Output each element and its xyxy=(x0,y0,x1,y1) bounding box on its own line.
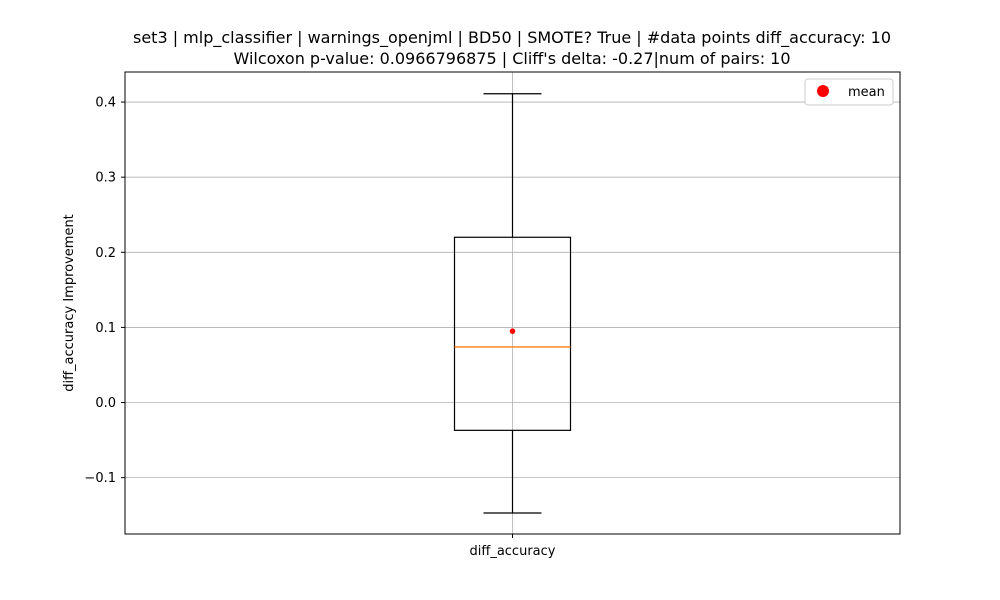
y-tick-label: 0.2 xyxy=(95,246,116,261)
x-tick-label: diff_accuracy xyxy=(470,544,556,559)
y-tick-label: 0.3 xyxy=(95,171,116,186)
chart-title-line-1: set3 | mlp_classifier | warnings_openjml… xyxy=(133,28,891,48)
legend-mean-marker xyxy=(817,85,829,97)
box-layer xyxy=(453,93,572,514)
y-axis-label: diff_accuracy Improvement xyxy=(62,214,77,392)
chart-title-line-2: Wilcoxon p-value: 0.0966796875 | Cliff's… xyxy=(233,49,790,68)
y-tick-label: 0.0 xyxy=(95,396,116,411)
legend: mean xyxy=(804,78,894,106)
interquartile-box xyxy=(453,236,572,431)
y-tick-label: 0.4 xyxy=(95,96,116,111)
legend-frame xyxy=(804,78,894,106)
plot-area-frame xyxy=(124,71,901,535)
y-tick-label: 0.1 xyxy=(95,321,116,336)
legend-entry-mean: mean xyxy=(848,85,885,100)
tick-layer: −0.1 0.0 0.1 0.2 0.3 0.4 diff_accuracy xyxy=(84,96,555,559)
mean-marker xyxy=(509,328,516,334)
y-tick-label: −0.1 xyxy=(84,471,116,486)
